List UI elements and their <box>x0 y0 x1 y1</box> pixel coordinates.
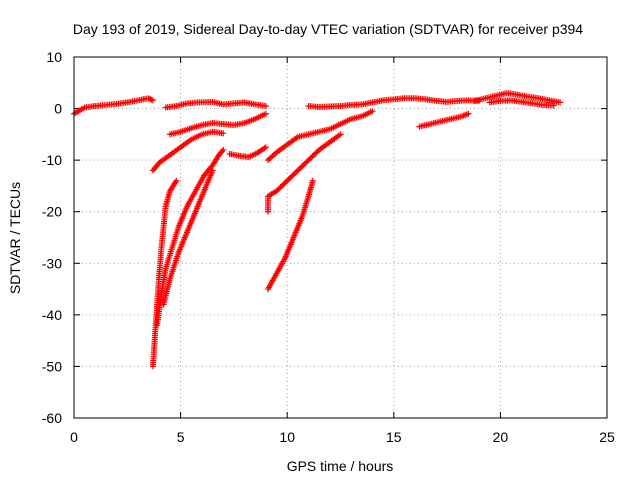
series-arc-15 <box>486 97 557 109</box>
x-tick-label: 15 <box>386 429 402 445</box>
series-arc-7 <box>160 167 216 308</box>
x-tick-label: 0 <box>70 429 78 445</box>
y-tick-label: 0 <box>54 101 62 117</box>
data-point <box>173 177 180 184</box>
data-point <box>557 99 564 106</box>
data-points <box>71 90 564 370</box>
x-tick-label: 20 <box>493 429 509 445</box>
y-tick-label: 10 <box>46 49 62 65</box>
chart-title: Day 193 of 2019, Sidereal Day-to-day VTE… <box>73 21 583 37</box>
tick-labels: 0 5 10 15 20 25 10 0 -10 -20 -30 -40 -50 -60 <box>42 49 615 445</box>
data-point <box>219 148 226 155</box>
y-tick-label: -40 <box>42 307 62 323</box>
grid <box>74 57 607 418</box>
y-tick-label: -10 <box>42 152 62 168</box>
y-tick-label: -30 <box>42 255 62 271</box>
data-point <box>337 131 344 138</box>
x-axis-label: GPS time / hours <box>287 458 394 474</box>
data-point <box>369 108 376 115</box>
data-point <box>262 110 269 117</box>
plot-frame <box>73 56 608 419</box>
series-arc-13 <box>416 110 472 130</box>
series-arc-3 <box>166 110 269 138</box>
series-arc-1 <box>71 95 156 117</box>
data-point <box>148 96 155 103</box>
data-point <box>220 130 227 137</box>
y-tick-label: -50 <box>42 358 62 374</box>
series-arc-4 <box>149 128 227 174</box>
data-point <box>262 144 269 151</box>
y-axis-label: SDTVAR / TECUs <box>7 182 23 294</box>
x-tick-label: 10 <box>279 429 295 445</box>
y-tick-label: -60 <box>42 410 62 426</box>
series-arc-11 <box>265 177 316 293</box>
data-point <box>220 146 227 153</box>
series-arc-14 <box>471 90 564 106</box>
series-arc-2 <box>162 98 269 111</box>
data-point <box>309 177 316 184</box>
data-point <box>550 102 557 109</box>
series-arc-10 <box>265 131 344 215</box>
series-arc-12 <box>305 95 483 111</box>
axis-ticks <box>73 56 608 419</box>
x-tick-label: 5 <box>177 429 185 445</box>
series-arc-8 <box>226 144 269 161</box>
series-arc-9 <box>265 108 376 164</box>
data-point <box>465 110 472 117</box>
data-point <box>149 97 156 104</box>
data-point <box>209 167 216 174</box>
y-tick-label: -20 <box>42 204 62 220</box>
series-arc-6 <box>154 146 227 329</box>
data-point <box>147 95 154 102</box>
data-point <box>262 102 269 109</box>
x-tick-label: 25 <box>599 429 615 445</box>
